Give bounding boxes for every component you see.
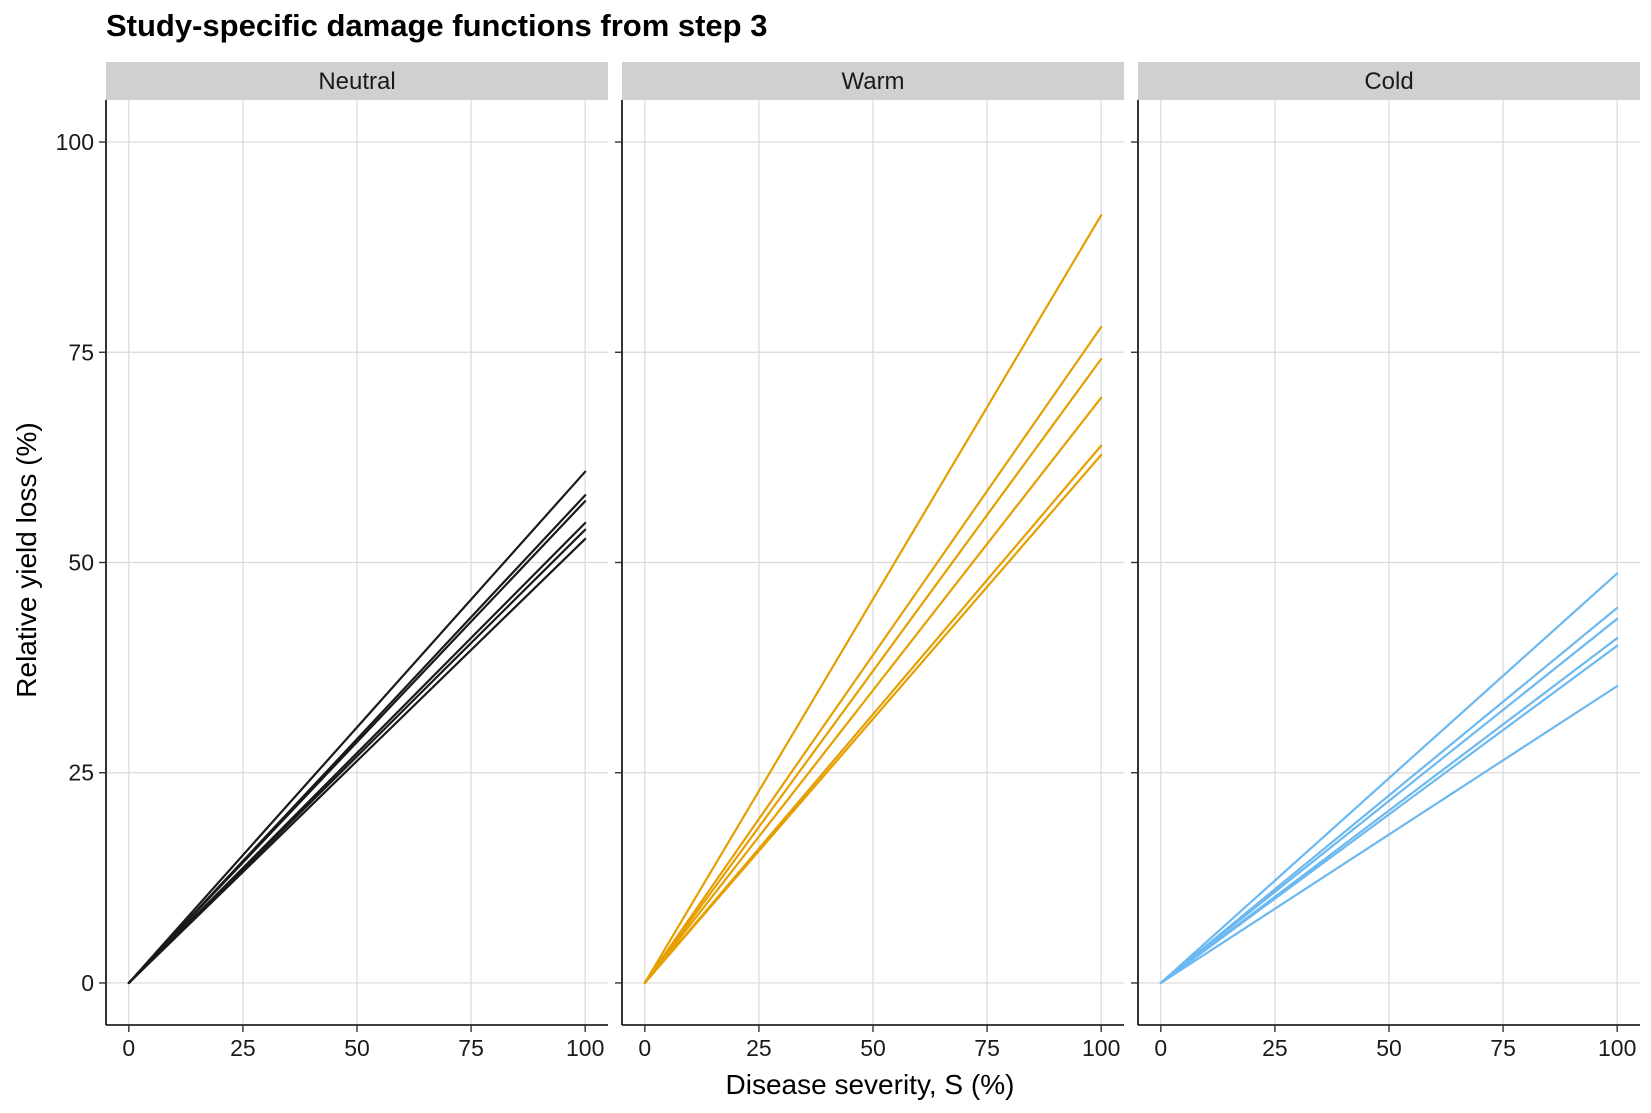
strip-background <box>106 62 608 100</box>
series-line-4 <box>643 396 1103 985</box>
x-axis-title: Disease severity, S (%) <box>726 1069 1015 1100</box>
x-tick-label: 75 <box>974 1035 1000 1061</box>
y-tick-label: 25 <box>68 760 94 786</box>
strip-label: Cold <box>1364 68 1413 95</box>
y-tick-label: 75 <box>68 339 94 365</box>
strip-label: Neutral <box>318 68 395 95</box>
y-tick-label: 100 <box>56 129 94 155</box>
series-line-3 <box>1159 617 1619 985</box>
panels-layer: Neutral 0 25 50 75 100 0 25 50 75 100 Warm 0 25 50 75 10… <box>56 62 1640 1061</box>
series-line-3 <box>127 500 587 985</box>
series-line-5 <box>1159 644 1619 985</box>
x-tick-label: 50 <box>1376 1035 1402 1061</box>
x-tick-label: 0 <box>638 1035 651 1061</box>
series-line-1 <box>1159 572 1619 985</box>
x-tick-label: 75 <box>458 1035 484 1061</box>
series-line-3 <box>643 357 1103 985</box>
y-axis-title: Relative yield loss (%) <box>11 422 42 697</box>
x-tick-label: 50 <box>860 1035 886 1061</box>
x-tick-label: 25 <box>1262 1035 1288 1061</box>
y-tick-label: 50 <box>68 550 94 576</box>
x-tick-label: 100 <box>1598 1035 1636 1061</box>
chart-title: Study-specific damage functions from ste… <box>106 8 768 43</box>
panel-warm: Warm 0 25 50 75 100 <box>615 62 1124 1061</box>
y-tick-label: 0 <box>81 970 94 996</box>
series-line-1 <box>127 470 587 985</box>
panel-neutral: Neutral 0 25 50 75 100 0 25 50 75 100 <box>56 62 608 1061</box>
x-tick-label: 0 <box>122 1035 135 1061</box>
strip-label: Warm <box>841 68 904 95</box>
x-tick-label: 75 <box>1490 1035 1516 1061</box>
series-line-2 <box>643 325 1103 985</box>
x-tick-label: 0 <box>1154 1035 1167 1061</box>
strip-background <box>1138 62 1640 100</box>
series-line-6 <box>1159 685 1619 985</box>
x-tick-label: 50 <box>344 1035 370 1061</box>
series-line-6 <box>127 537 587 985</box>
x-tick-label: 25 <box>746 1035 772 1061</box>
series-line-6 <box>643 453 1103 985</box>
panel-cold: Cold 0 25 50 75 100 <box>1131 62 1640 1061</box>
x-tick-label: 25 <box>230 1035 256 1061</box>
series-line-2 <box>1159 606 1619 985</box>
x-tick-label: 100 <box>566 1035 604 1061</box>
x-tick-label: 100 <box>1082 1035 1120 1061</box>
series-line-1 <box>643 214 1103 985</box>
strip-background <box>622 62 1124 100</box>
series-line-5 <box>127 528 587 985</box>
